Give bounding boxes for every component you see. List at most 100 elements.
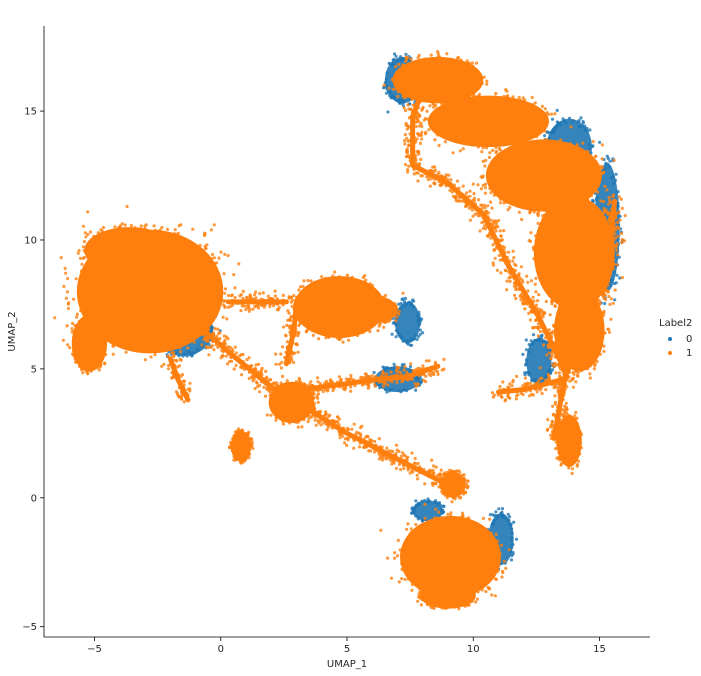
point — [536, 199, 541, 203]
point — [493, 95, 497, 99]
point — [359, 434, 363, 438]
point — [280, 360, 284, 364]
point — [402, 98, 406, 102]
point — [587, 147, 591, 151]
legend-marker-1 — [668, 351, 672, 355]
point — [141, 343, 145, 347]
point — [206, 339, 210, 343]
filament-core — [581, 263, 610, 333]
point — [233, 430, 237, 434]
point — [427, 128, 431, 132]
point — [590, 319, 594, 323]
point — [579, 433, 584, 437]
point — [128, 273, 132, 278]
point-cluster — [412, 500, 443, 521]
point — [414, 499, 418, 503]
point — [415, 137, 419, 141]
point — [351, 312, 355, 316]
point — [71, 352, 75, 356]
point — [567, 415, 571, 419]
x-tick-label: 5 — [344, 644, 350, 655]
point — [528, 381, 533, 385]
point — [223, 338, 227, 342]
point — [541, 217, 545, 222]
point — [233, 435, 237, 439]
point — [595, 278, 600, 282]
filament-core — [374, 374, 411, 382]
point — [412, 575, 416, 579]
point — [399, 467, 403, 472]
point — [423, 57, 427, 61]
point — [297, 376, 301, 381]
point — [419, 603, 423, 607]
point — [602, 251, 607, 255]
point — [616, 253, 620, 257]
point — [253, 386, 257, 391]
point — [561, 195, 565, 199]
point — [555, 108, 559, 112]
point — [578, 452, 582, 456]
point — [73, 323, 77, 328]
point — [455, 179, 460, 183]
point — [89, 259, 93, 263]
point — [494, 224, 498, 228]
point — [437, 143, 441, 148]
point — [413, 382, 417, 386]
point — [510, 545, 514, 549]
point — [594, 356, 598, 360]
point — [309, 380, 313, 384]
point — [449, 178, 453, 182]
point — [273, 401, 277, 405]
point — [533, 338, 537, 342]
point — [570, 378, 574, 382]
point — [236, 430, 240, 434]
point — [206, 346, 210, 350]
legend-label-0: 0 — [686, 334, 692, 345]
point — [562, 417, 567, 421]
point — [307, 414, 311, 418]
point — [587, 143, 592, 147]
point — [80, 262, 84, 266]
point — [557, 371, 562, 375]
point — [403, 142, 407, 146]
point — [451, 495, 455, 500]
point — [464, 491, 468, 495]
point — [415, 473, 419, 477]
point — [81, 224, 86, 228]
point — [199, 319, 203, 323]
y-tick-label: 15 — [24, 107, 37, 118]
point — [413, 580, 417, 584]
point — [488, 517, 492, 521]
point — [574, 421, 578, 425]
point — [250, 376, 254, 380]
point — [434, 507, 438, 511]
point — [174, 343, 178, 347]
point — [117, 341, 121, 345]
point — [534, 276, 538, 280]
point — [617, 255, 621, 259]
point — [401, 297, 405, 301]
point — [438, 68, 442, 72]
point — [394, 82, 399, 86]
point — [514, 397, 519, 401]
point — [529, 231, 533, 235]
point — [602, 207, 606, 211]
point — [430, 585, 434, 589]
x-axis-title: UMAP_1 — [327, 659, 367, 670]
point — [298, 408, 302, 412]
point — [603, 301, 607, 306]
point — [221, 315, 225, 319]
point — [368, 449, 373, 453]
point — [540, 376, 544, 380]
point — [416, 318, 420, 322]
point — [376, 329, 380, 333]
point — [392, 362, 396, 366]
point — [415, 314, 420, 318]
point — [443, 473, 447, 477]
point — [372, 370, 376, 375]
point — [397, 449, 401, 454]
point — [480, 203, 484, 207]
point — [178, 240, 182, 245]
point — [546, 112, 551, 116]
point — [442, 520, 446, 524]
